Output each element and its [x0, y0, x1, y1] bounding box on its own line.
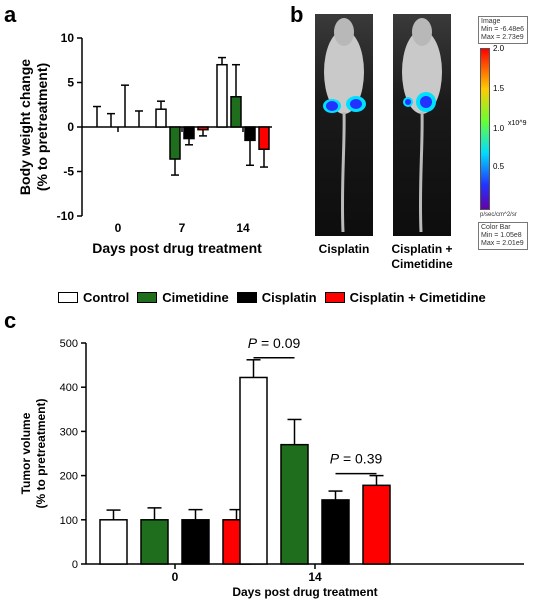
x-tick-label: 7: [179, 221, 186, 235]
legend-label: Cisplatin: [261, 290, 317, 305]
legend-item-cisplatin-cimetidine: Cisplatin + Cimetidine: [324, 290, 486, 305]
mouse-image-cisplatin-cimetidine: [393, 14, 451, 236]
x-tick-label: 0: [172, 570, 179, 584]
x-axis-title: Days post drug treatment: [92, 240, 262, 256]
colorbar-top-info: Image Min = -6.48e6 Max = 2.73e9: [478, 16, 528, 44]
mouse-body: [324, 30, 364, 114]
mouse-head: [412, 18, 432, 46]
y-axis-title: Tumor volume (% to pretreatment): [19, 398, 48, 508]
y-tick-label: 300: [60, 426, 78, 438]
bar: [140, 519, 169, 565]
legend-item-cimetidine: Cimetidine: [137, 290, 229, 305]
legend-label: Cimetidine: [162, 290, 229, 305]
legend-swatch: [324, 292, 345, 303]
legend-swatch: [58, 292, 78, 303]
y-tick-label: 5: [67, 76, 74, 90]
imaging-label-cisplatin-cimetidine: Cisplatin + Cimetidine: [391, 242, 453, 271]
bar: [99, 519, 128, 565]
colorbar-bottom-info: Color Bar Min = 1.05e8 Max = 2.01e9: [478, 222, 528, 250]
y-tick-label: 0: [72, 559, 78, 571]
mouse-image-cisplatin: [315, 14, 373, 236]
mouse-tail: [340, 111, 346, 233]
legend-swatch: [236, 292, 257, 303]
panel-letter-a: a: [4, 2, 17, 27]
x-tick-label: 14: [236, 221, 250, 235]
significance-label: P = 0.09: [248, 335, 301, 351]
p-symbol: P: [330, 451, 340, 467]
legend-item-cisplatin: Cisplatin: [236, 290, 317, 305]
panel-letter-c: c: [4, 308, 17, 333]
y-tick-label: 500: [60, 338, 78, 350]
mouse-body: [402, 30, 442, 114]
y-tick-label: 0: [67, 120, 74, 134]
y-axis-title-line: (% to pretreatment): [34, 63, 50, 191]
x-axis-title: Days post drug treatment: [232, 585, 377, 599]
p-symbol: P: [248, 335, 258, 351]
y-tick-label: -5: [63, 165, 74, 179]
y-axis-title-line: Body weight change: [17, 59, 33, 195]
legend-item-control: Control: [58, 290, 129, 305]
colorbar-gradient: [480, 48, 490, 210]
p-value: = 0.39: [339, 451, 382, 467]
y-tick-label: 200: [60, 471, 78, 483]
y-tick-label: 100: [60, 515, 78, 527]
bar: [280, 443, 309, 565]
bar: [181, 519, 210, 565]
legend: Control Cimetidine Cisplatin Cisplatin +…: [58, 290, 494, 305]
bar: [362, 484, 391, 565]
significance-label: P = 0.39: [330, 451, 383, 467]
bar: [321, 499, 350, 565]
y-axis-title-line: (% to pretreatment): [34, 398, 48, 508]
legend-label: Control: [83, 290, 130, 305]
legend-swatch: [137, 292, 158, 303]
y-axis-title: Body weight change (% to pretreatment): [17, 59, 50, 195]
p-value: = 0.09: [257, 335, 300, 351]
x-tick-label: 0: [115, 221, 122, 235]
colorbar-tick-2: 2.0: [493, 44, 505, 53]
imaging-label-cisplatin: Cisplatin: [318, 242, 370, 256]
colorbar-unit: p/sec/cm^2/sr: [480, 212, 517, 218]
y-tick-label: 10: [61, 31, 75, 45]
x-tick-label: 14: [308, 570, 322, 584]
legend-label: Cisplatin + Cimetidine: [349, 290, 486, 305]
y-tick-label: 400: [60, 382, 78, 394]
colorbar-exponent: x10^9: [508, 120, 527, 127]
bar: [239, 376, 268, 565]
panel-letter-b: b: [290, 2, 304, 27]
y-axis-title-line: Tumor volume: [19, 412, 33, 494]
mouse-head: [334, 18, 354, 46]
mouse-tail: [418, 111, 424, 233]
colorbar-tick-1-5: 1.5: [493, 84, 505, 93]
y-tick-label: -10: [57, 209, 75, 223]
colorbar-tick-1: 1.0: [493, 124, 505, 133]
colorbar-tick-0-5: 0.5: [493, 162, 505, 171]
